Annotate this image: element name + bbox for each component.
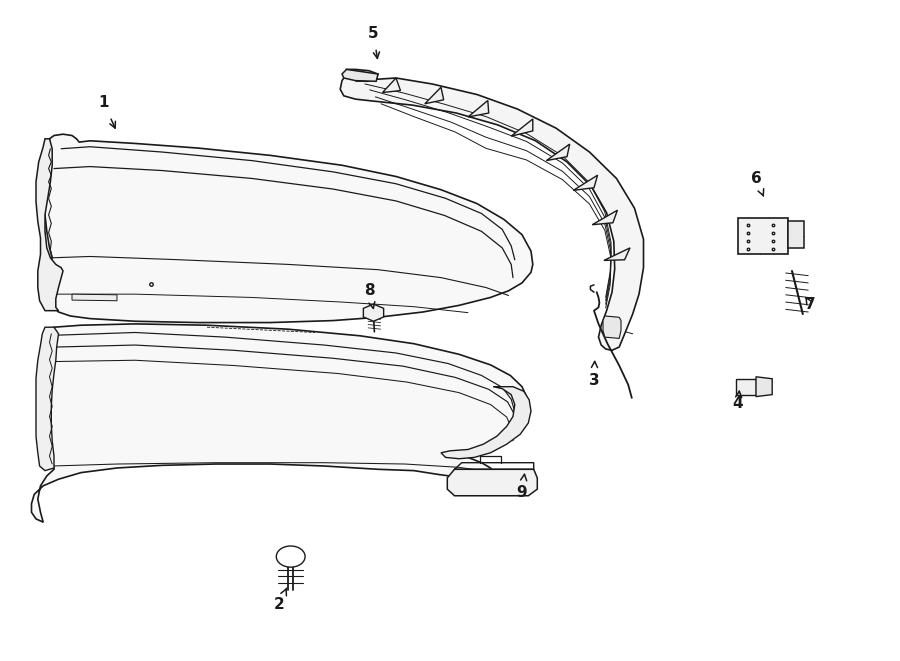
Text: 7: 7 <box>805 297 815 311</box>
Polygon shape <box>36 327 58 471</box>
Circle shape <box>276 546 305 567</box>
Polygon shape <box>72 294 117 301</box>
Polygon shape <box>592 210 617 225</box>
Polygon shape <box>756 377 772 397</box>
Text: 5: 5 <box>368 26 380 58</box>
Polygon shape <box>441 387 531 459</box>
Text: 6: 6 <box>751 171 764 196</box>
Polygon shape <box>736 379 756 395</box>
Text: 3: 3 <box>589 362 599 387</box>
Text: 2: 2 <box>274 588 286 612</box>
Polygon shape <box>425 87 444 104</box>
Polygon shape <box>447 469 537 496</box>
Polygon shape <box>738 218 788 254</box>
Text: 9: 9 <box>517 474 527 500</box>
Polygon shape <box>511 119 533 136</box>
Polygon shape <box>36 139 63 311</box>
Polygon shape <box>788 221 804 248</box>
Polygon shape <box>604 248 630 260</box>
Polygon shape <box>603 316 621 338</box>
Polygon shape <box>340 69 644 350</box>
Text: 8: 8 <box>364 284 374 309</box>
Text: 1: 1 <box>98 95 115 128</box>
Polygon shape <box>43 134 533 323</box>
Polygon shape <box>382 78 400 93</box>
Polygon shape <box>468 100 489 117</box>
Polygon shape <box>573 175 598 190</box>
Polygon shape <box>32 324 528 522</box>
Polygon shape <box>342 69 378 81</box>
Polygon shape <box>364 304 383 321</box>
Text: 4: 4 <box>733 391 743 410</box>
Polygon shape <box>546 144 570 161</box>
